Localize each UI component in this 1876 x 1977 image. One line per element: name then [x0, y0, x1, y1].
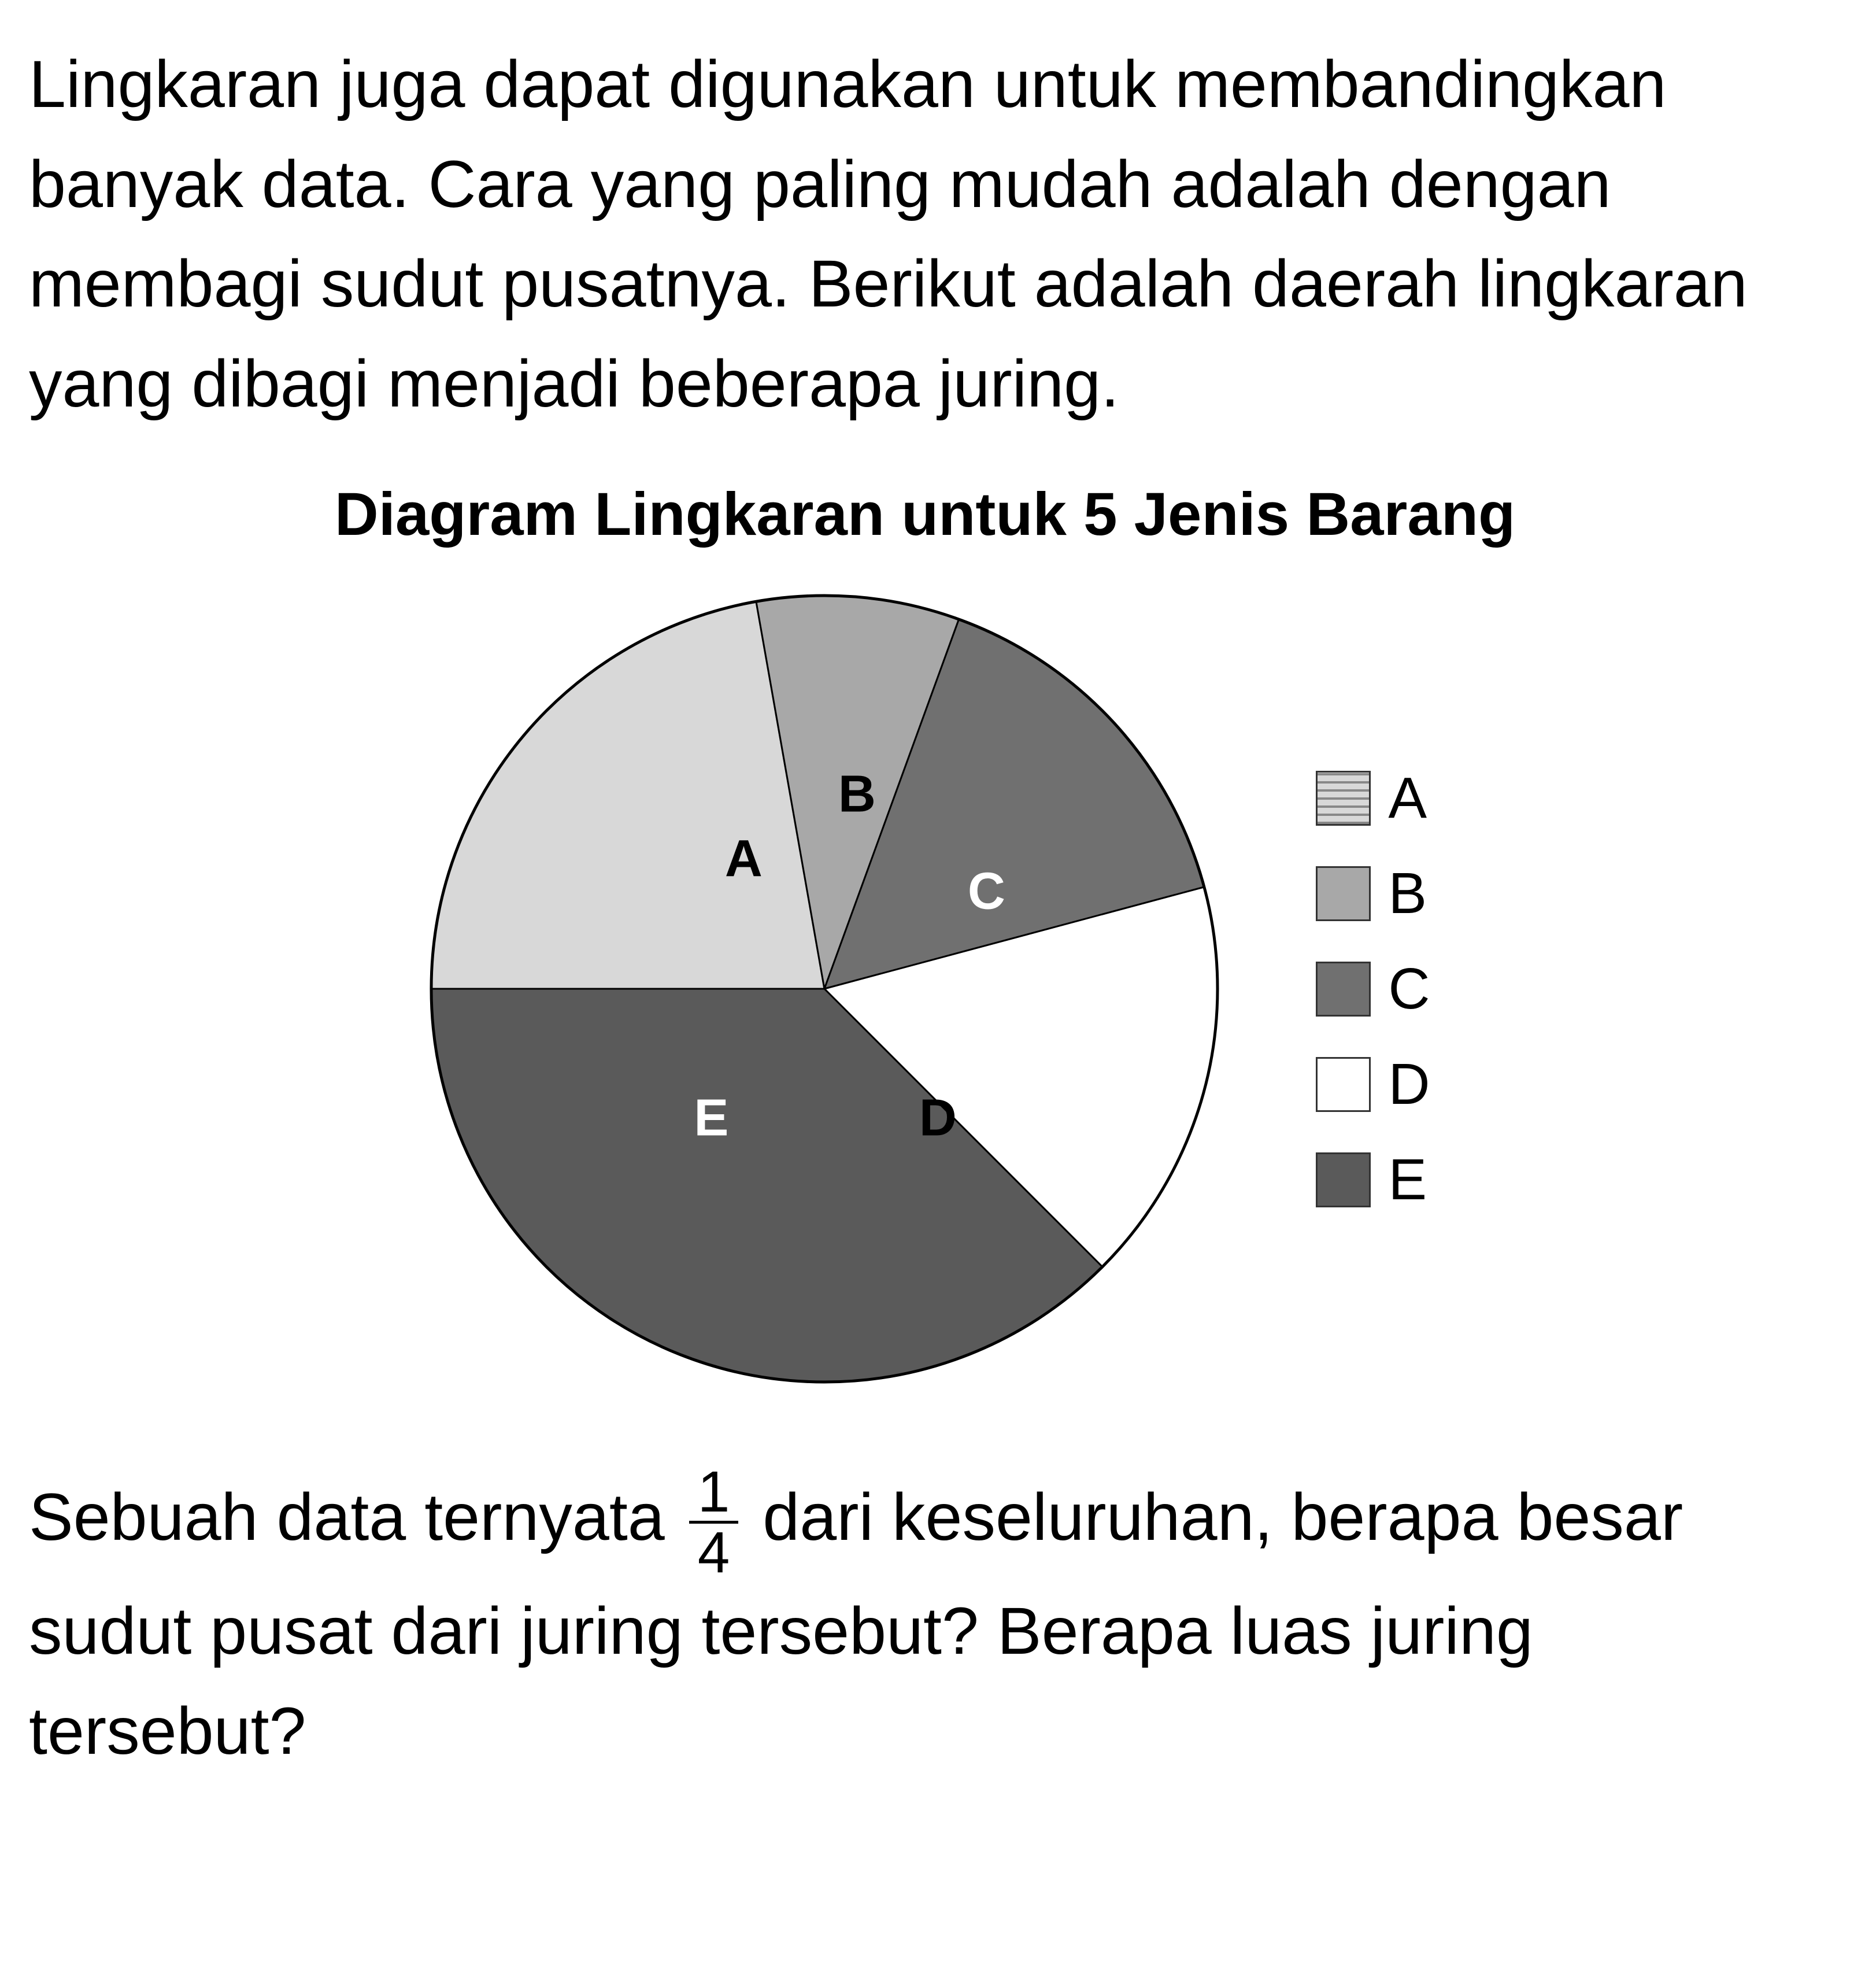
legend-swatch-b — [1316, 866, 1371, 921]
legend-label-d: D — [1388, 1051, 1430, 1118]
legend-item-a: A — [1316, 765, 1430, 832]
chart-title: Diagram Lingkaran untuk 5 Jenis Barang — [29, 480, 1821, 549]
document-content: Lingkaran juga dapat digunakan untuk mem… — [29, 35, 1821, 1781]
legend-swatch-c — [1316, 962, 1371, 1017]
legend-swatch-a — [1316, 771, 1371, 826]
pie-slice-a — [431, 601, 824, 989]
pie-svg — [420, 584, 1229, 1394]
legend-label-e: E — [1388, 1147, 1427, 1213]
question-part1: Sebuah data ternyata — [29, 1480, 665, 1554]
legend-item-c: C — [1316, 956, 1430, 1022]
intro-paragraph: Lingkaran juga dapat digunakan untuk mem… — [29, 35, 1821, 434]
fraction: 1 4 — [689, 1463, 739, 1581]
legend-label-b: B — [1388, 860, 1427, 927]
legend: ABCDE — [1316, 765, 1430, 1213]
legend-swatch-d — [1316, 1057, 1371, 1112]
legend-item-e: E — [1316, 1147, 1430, 1213]
legend-item-d: D — [1316, 1051, 1430, 1118]
legend-label-c: C — [1388, 956, 1430, 1022]
legend-label-a: A — [1388, 765, 1427, 832]
pie-chart: ABCDE — [420, 584, 1229, 1394]
fraction-denominator: 4 — [689, 1524, 739, 1581]
question-paragraph: Sebuah data ternyata 1 4 dari keseluruha… — [29, 1463, 1821, 1781]
legend-item-b: B — [1316, 860, 1430, 927]
fraction-numerator: 1 — [689, 1463, 739, 1524]
chart-container: ABCDE ABCDE — [29, 584, 1821, 1394]
legend-swatch-e — [1316, 1152, 1371, 1207]
